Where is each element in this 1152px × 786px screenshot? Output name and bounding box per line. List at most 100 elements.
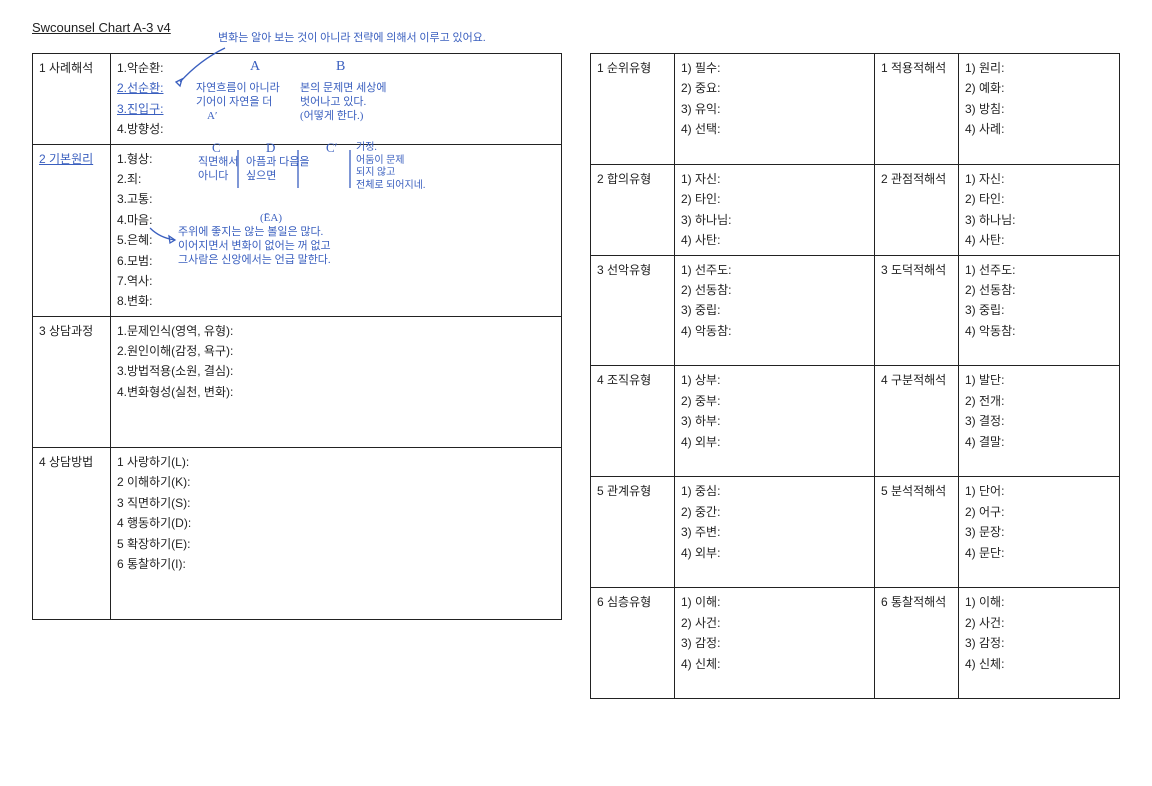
- item: 4.마음:: [117, 213, 152, 227]
- item: 4) 신체:: [965, 657, 1004, 671]
- r-items2-1: 1) 원리: 2) 예화: 3) 방침: 4) 사례:: [959, 54, 1120, 165]
- r-h2-1: 1 적용적해석: [875, 54, 959, 165]
- item: 1) 이해:: [681, 595, 720, 609]
- item: 1) 중심:: [681, 484, 720, 498]
- r-h2-2: 2 관점적해석: [875, 164, 959, 255]
- r-items2-6: 1) 이해: 2) 사건: 3) 감정: 4) 신체:: [959, 588, 1120, 699]
- item: 1.악순환:: [117, 61, 163, 75]
- r-items2-4: 1) 발단: 2) 전개: 3) 결정: 4) 결말:: [959, 366, 1120, 477]
- r-items1-5: 1) 중심: 2) 중간: 3) 주변: 4) 외부:: [675, 477, 875, 588]
- item: 4.변화형성(실천, 변화):: [117, 385, 233, 399]
- r-h1-1: 1 순위유형: [591, 54, 675, 165]
- item-underlined: 2.선순환:: [117, 81, 163, 95]
- item: 4.방향성:: [117, 122, 163, 136]
- item: 1) 원리:: [965, 61, 1004, 75]
- item: 2) 어구:: [965, 505, 1004, 519]
- item: 3) 감정:: [965, 636, 1004, 650]
- item-underlined: 3.진입구:: [117, 102, 163, 116]
- item: 4) 외부:: [681, 435, 720, 449]
- item: 2.죄:: [117, 172, 141, 186]
- r-h1-6: 6 심층유형: [591, 588, 675, 699]
- item: 2 이해하기(K):: [117, 475, 191, 489]
- r-h2-3: 3 도덕적해석: [875, 255, 959, 366]
- item: 3) 결정:: [965, 414, 1004, 428]
- r-h1-5: 5 관계유형: [591, 477, 675, 588]
- item: 3) 문장:: [965, 525, 1004, 539]
- item: 4) 악동참:: [681, 324, 731, 338]
- r-items1-2: 1) 자신: 2) 타인: 3) 하나님: 4) 사탄:: [675, 164, 875, 255]
- item: 2) 타인:: [681, 192, 720, 206]
- item: 3) 감정:: [681, 636, 720, 650]
- item: 1) 필수:: [681, 61, 720, 75]
- r-h1-2: 2 합의유형: [591, 164, 675, 255]
- item: 2) 중요:: [681, 81, 720, 95]
- item: 1) 자신:: [681, 172, 720, 186]
- item: 3) 중립:: [681, 303, 720, 317]
- item: 2) 예화:: [965, 81, 1004, 95]
- left-header-4: 4 상담방법: [33, 448, 111, 620]
- item: 2) 중부:: [681, 394, 720, 408]
- r-h2-6: 6 통찰적해석: [875, 588, 959, 699]
- r-items1-1: 1) 필수: 2) 중요: 3) 유익: 4) 선택:: [675, 54, 875, 165]
- left-items-4: 1 사랑하기(L): 2 이해하기(K): 3 직면하기(S): 4 행동하기(…: [111, 448, 562, 620]
- item: 2) 선동참:: [965, 283, 1015, 297]
- header-underlined: 2 기본원리: [39, 152, 93, 166]
- item: 3) 방침:: [965, 102, 1004, 116]
- item: 4) 사탄:: [681, 233, 720, 247]
- page-grid: 1 사례해석 1.악순환: 2.선순환: 3.진입구: 4.방향성: 2 기본원…: [32, 53, 1120, 699]
- item: 1) 자신:: [965, 172, 1004, 186]
- r-h1-4: 4 조직유형: [591, 366, 675, 477]
- item: 3.고통:: [117, 192, 152, 206]
- item: 8.변화:: [117, 294, 152, 308]
- r-items1-3: 1) 선주도: 2) 선동참: 3) 중립: 4) 악동참:: [675, 255, 875, 366]
- item: 3) 유익:: [681, 102, 720, 116]
- right-table: 1 순위유형 1) 필수: 2) 중요: 3) 유익: 4) 선택: 1 적용적…: [590, 53, 1120, 699]
- item: 3) 하부:: [681, 414, 720, 428]
- item: 5.은혜:: [117, 233, 152, 247]
- r-items2-5: 1) 단어: 2) 어구: 3) 문장: 4) 문단:: [959, 477, 1120, 588]
- item: 2) 중간:: [681, 505, 720, 519]
- left-table: 1 사례해석 1.악순환: 2.선순환: 3.진입구: 4.방향성: 2 기본원…: [32, 53, 562, 620]
- item: 2) 사건:: [681, 616, 720, 630]
- r-items1-4: 1) 상부: 2) 중부: 3) 하부: 4) 외부:: [675, 366, 875, 477]
- item: 5 확장하기(E):: [117, 537, 191, 551]
- r-h2-4: 4 구분적해석: [875, 366, 959, 477]
- item: 1) 이해:: [965, 595, 1004, 609]
- item: 3) 주변:: [681, 525, 720, 539]
- item: 1) 단어:: [965, 484, 1004, 498]
- left-items-2: 1.형상: 2.죄: 3.고통: 4.마음: 5.은혜: 6.모범: 7.역사:…: [111, 144, 562, 316]
- item: 1) 발단:: [965, 373, 1004, 387]
- item: 1.문제인식(영역, 유형):: [117, 324, 233, 338]
- r-items2-2: 1) 자신: 2) 타인: 3) 하나님: 4) 사탄:: [959, 164, 1120, 255]
- left-items-1: 1.악순환: 2.선순환: 3.진입구: 4.방향성:: [111, 54, 562, 145]
- item: 4) 사탄:: [965, 233, 1004, 247]
- item: 1) 선주도:: [965, 263, 1015, 277]
- item: 6 통찰하기(I):: [117, 557, 186, 571]
- r-items2-3: 1) 선주도: 2) 선동참: 3) 중립: 4) 악동참:: [959, 255, 1120, 366]
- item: 1.형상:: [117, 152, 152, 166]
- item: 2) 타인:: [965, 192, 1004, 206]
- item: 6.모범:: [117, 254, 152, 268]
- item: 2) 사건:: [965, 616, 1004, 630]
- right-column: 1 순위유형 1) 필수: 2) 중요: 3) 유익: 4) 선택: 1 적용적…: [590, 53, 1120, 699]
- left-items-3: 1.문제인식(영역, 유형): 2.원인이해(감정, 욕구): 3.방법적용(소…: [111, 316, 562, 447]
- left-column: 1 사례해석 1.악순환: 2.선순환: 3.진입구: 4.방향성: 2 기본원…: [32, 53, 562, 699]
- item: 7.역사:: [117, 274, 152, 288]
- item: 4) 사례:: [965, 122, 1004, 136]
- item: 4) 신체:: [681, 657, 720, 671]
- item: 4) 문단:: [965, 546, 1004, 560]
- item: 3) 하나님:: [681, 213, 731, 227]
- r-items1-6: 1) 이해: 2) 사건: 3) 감정: 4) 신체:: [675, 588, 875, 699]
- item: 1) 선주도:: [681, 263, 731, 277]
- item: 4) 악동참:: [965, 324, 1015, 338]
- item: 4 행동하기(D):: [117, 516, 191, 530]
- item: 4) 선택:: [681, 122, 720, 136]
- item: 2.원인이해(감정, 욕구):: [117, 344, 233, 358]
- r-h2-5: 5 분석적해석: [875, 477, 959, 588]
- left-header-1: 1 사례해석: [33, 54, 111, 145]
- r-h1-3: 3 선악유형: [591, 255, 675, 366]
- item: 3) 하나님:: [965, 213, 1015, 227]
- item: 4) 결말:: [965, 435, 1004, 449]
- item: 2) 전개:: [965, 394, 1004, 408]
- item: 4) 외부:: [681, 546, 720, 560]
